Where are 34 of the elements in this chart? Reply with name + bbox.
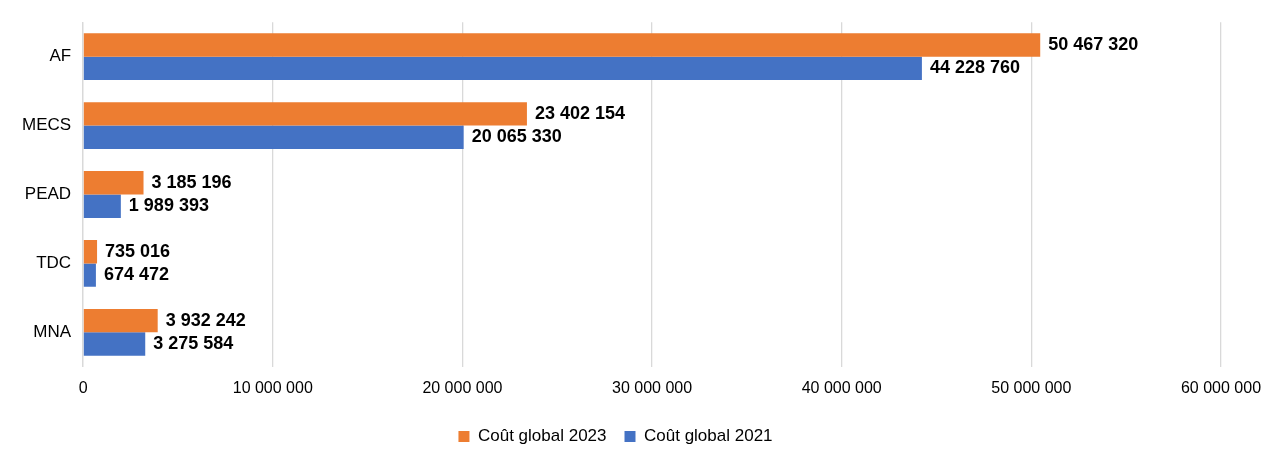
data-label: 1 989 393 (128, 195, 209, 216)
x-tick-label: 20 000 000 (422, 378, 503, 396)
y-tick-label: AF (49, 46, 72, 66)
x-tick-label: 0 (78, 378, 88, 396)
x-tick-label: 50 000 000 (991, 378, 1072, 396)
data-label: 735 016 (105, 240, 171, 261)
bar (83, 194, 121, 218)
x-tick-label: 30 000 000 (612, 378, 693, 396)
data-label: 3 275 584 (153, 333, 234, 354)
data-label: 3 932 242 (165, 309, 246, 330)
data-label: 50 467 320 (1048, 33, 1139, 54)
bar (83, 308, 158, 333)
data-label: 44 228 760 (929, 57, 1020, 78)
x-tick-label: 60 000 000 (1180, 378, 1262, 396)
legend-label: Coût global 2023 (477, 426, 607, 446)
data-label: 20 065 330 (471, 126, 562, 147)
data-label: 3 185 196 (151, 171, 232, 192)
bar (83, 56, 922, 81)
y-tick-label: MECS (21, 115, 72, 135)
legend-label: Coût global 2021 (644, 426, 773, 446)
x-tick-label: 40 000 000 (801, 378, 882, 396)
bar (83, 239, 98, 264)
y-tick-label: MNA (33, 322, 72, 342)
data-label: 23 402 154 (534, 102, 626, 123)
bar (83, 102, 527, 126)
data-label: 674 472 (103, 264, 169, 285)
bar (83, 263, 96, 287)
bar (83, 125, 464, 150)
bar (83, 171, 144, 195)
bar (83, 332, 146, 356)
y-tick-label: PEAD (24, 184, 72, 204)
x-tick-label: 10 000 000 (232, 378, 313, 396)
bar (83, 33, 1041, 57)
y-tick-label: TDC (36, 253, 72, 273)
